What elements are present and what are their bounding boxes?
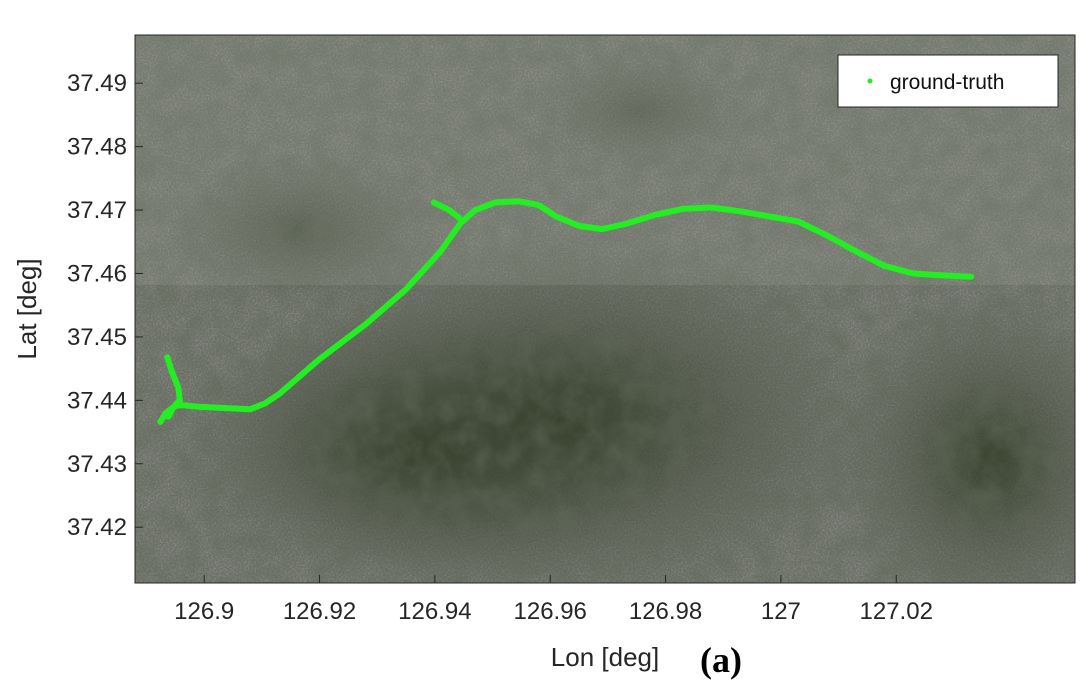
y-tick-label: 37.48 — [67, 134, 127, 161]
y-tick-label: 37.44 — [67, 387, 127, 414]
panel-label: (a) — [700, 640, 742, 680]
y-tick-label: 37.43 — [67, 451, 127, 478]
x-tick-label: 126.92 — [283, 598, 356, 625]
y-axis-label: Lat [deg] — [12, 258, 42, 359]
ground-truth-trajectory-branch — [164, 354, 183, 405]
satellite-background — [135, 35, 1075, 583]
y-tick-label: 37.49 — [67, 70, 127, 97]
x-tick-label: 126.94 — [398, 598, 471, 625]
ground-truth-trajectory-branch — [430, 199, 463, 221]
x-tick-label: 126.9 — [174, 598, 234, 625]
x-tick-label: 126.96 — [514, 598, 587, 625]
x-tick-label: 126.98 — [629, 598, 702, 625]
legend-label: ground-truth — [890, 71, 1004, 94]
legend-box — [837, 54, 1059, 108]
x-axis-label: Lon [deg] — [551, 642, 659, 672]
plot-frame — [134, 34, 1076, 584]
y-tick-label: 37.45 — [67, 324, 127, 351]
y-tick-label: 37.47 — [67, 197, 127, 224]
y-tick-label: 37.46 — [67, 260, 127, 287]
series-layer — [157, 198, 975, 425]
x-tick-label: 127.02 — [860, 598, 933, 625]
x-ticks: 126.9 126.92 126.94 126.96 126.98 127 127.02 — [174, 575, 933, 625]
legend: ground-truth — [837, 54, 1059, 108]
ground-truth-trajectory — [157, 198, 975, 425]
legend-marker — [867, 78, 873, 84]
y-tick-label: 37.42 — [67, 514, 127, 541]
y-ticks: 37.42 37.43 37.44 37.45 37.46 37.47 37.48 37.49 — [67, 70, 143, 541]
x-tick-label: 127 — [761, 598, 801, 625]
ground-truth-trajectory-branch — [165, 398, 182, 420]
